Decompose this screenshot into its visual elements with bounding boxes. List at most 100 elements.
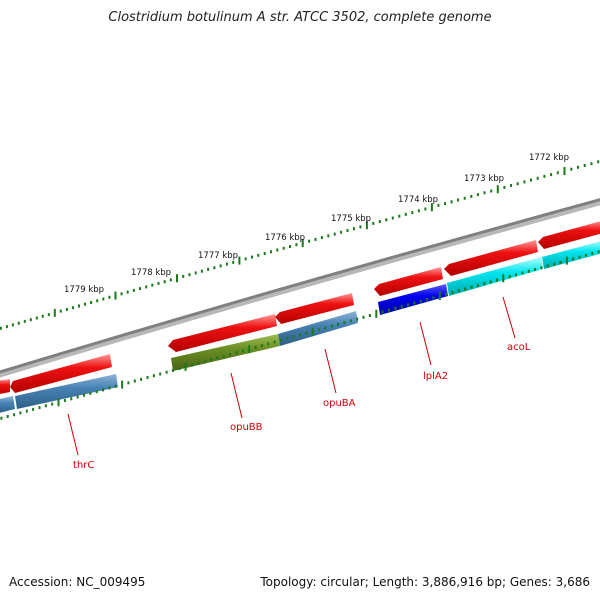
minor-tick xyxy=(346,229,349,232)
leader-line xyxy=(67,413,79,456)
gene-bar-thrC xyxy=(0,396,15,413)
minor-tick xyxy=(210,358,212,362)
minor-tick xyxy=(372,221,375,225)
minor-tick xyxy=(70,397,73,401)
major-tick xyxy=(53,308,56,317)
minor-tick xyxy=(368,314,371,317)
minor-tick xyxy=(235,351,238,355)
minor-tick xyxy=(391,216,394,220)
ruler-labels: 1779 kbp 1778 kbp 1777 kbp 1776 kbp 1775… xyxy=(64,153,569,295)
cds-arrow xyxy=(10,354,112,393)
gene-label-lplA2: lplA2 xyxy=(423,371,448,382)
minor-tick xyxy=(570,167,573,171)
minor-tick xyxy=(23,319,26,323)
cds-arrow xyxy=(538,221,600,249)
minor-tick xyxy=(540,266,543,270)
genome-summary-text: Topology: circular; Length: 3,886,916 bp… xyxy=(260,575,590,589)
minor-tick xyxy=(523,180,526,184)
major-tick xyxy=(502,274,505,283)
major-tick xyxy=(248,345,251,354)
leader-line xyxy=(230,372,243,419)
minor-tick xyxy=(546,264,549,268)
minor-tick xyxy=(457,289,460,293)
minor-tick xyxy=(25,409,28,413)
minor-tick xyxy=(590,162,593,166)
minor-tick xyxy=(515,273,517,277)
minor-tick xyxy=(577,165,579,169)
minor-tick xyxy=(78,304,80,308)
minor-tick xyxy=(591,252,594,255)
minor-tick xyxy=(295,243,298,247)
minor-tick xyxy=(244,257,247,261)
minor-tick xyxy=(464,287,467,291)
minor-tick xyxy=(169,278,172,282)
minor-tick xyxy=(216,356,219,360)
gene-label-acoL: acoL xyxy=(507,342,531,353)
minor-tick xyxy=(127,381,130,385)
major-tick xyxy=(563,167,566,175)
minor-tick xyxy=(394,306,397,310)
minor-tick xyxy=(63,399,66,402)
minor-tick xyxy=(437,203,440,207)
minor-tick xyxy=(219,264,222,268)
minor-tick xyxy=(426,298,429,302)
minor-tick xyxy=(35,316,38,320)
minor-tick xyxy=(194,271,197,275)
minor-tick xyxy=(445,292,448,296)
forward-cds-track xyxy=(0,221,600,394)
major-tick xyxy=(176,274,178,283)
major-tick xyxy=(121,380,124,389)
minor-tick xyxy=(404,212,407,216)
minor-tick xyxy=(32,407,35,411)
minor-tick xyxy=(260,344,263,348)
minor-tick xyxy=(356,317,359,321)
minor-tick xyxy=(108,386,111,390)
minor-tick xyxy=(51,402,54,406)
minor-tick xyxy=(270,250,272,254)
minor-tick xyxy=(337,322,340,326)
gene-bar-acoL xyxy=(542,241,600,269)
minor-tick xyxy=(378,220,381,224)
major-tick xyxy=(438,292,441,300)
minor-tick xyxy=(470,194,473,198)
ruler-ticks-bottom xyxy=(0,250,600,420)
minor-tick xyxy=(276,248,279,252)
minor-tick xyxy=(197,361,200,365)
minor-tick xyxy=(108,295,111,299)
minor-tick xyxy=(476,193,479,197)
minor-tick xyxy=(282,246,285,250)
minor-tick xyxy=(451,291,454,294)
minor-tick xyxy=(292,335,295,339)
minor-tick xyxy=(444,202,446,206)
ruler-label: 1772 kbp xyxy=(529,153,569,163)
minor-tick xyxy=(95,390,98,394)
minor-tick xyxy=(203,360,206,364)
major-tick xyxy=(238,256,241,265)
minor-tick xyxy=(536,176,539,180)
minor-tick xyxy=(556,171,559,175)
minor-tick xyxy=(432,296,435,300)
cds-arrow xyxy=(168,314,277,352)
minor-tick xyxy=(407,303,409,307)
cds-arrow xyxy=(444,240,538,276)
minor-tick xyxy=(489,280,492,284)
gene-label-opuBA: opuBA xyxy=(323,398,356,409)
minor-tick xyxy=(140,377,143,381)
minor-tick xyxy=(305,331,308,335)
minor-tick xyxy=(381,310,384,314)
minor-tick xyxy=(133,379,136,383)
minor-tick xyxy=(417,209,420,213)
minor-tick xyxy=(41,314,44,318)
minor-tick xyxy=(182,274,185,278)
minor-tick xyxy=(553,262,556,266)
minor-tick xyxy=(38,406,41,410)
minor-tick xyxy=(83,393,85,397)
minor-tick xyxy=(463,196,466,200)
minor-tick xyxy=(229,353,232,356)
minor-tick xyxy=(17,321,20,325)
ruler-label: 1774 kbp xyxy=(398,195,438,205)
minor-tick xyxy=(289,245,291,248)
minor-tick xyxy=(120,292,123,296)
minor-tick xyxy=(273,340,276,344)
minor-tick xyxy=(207,267,210,271)
